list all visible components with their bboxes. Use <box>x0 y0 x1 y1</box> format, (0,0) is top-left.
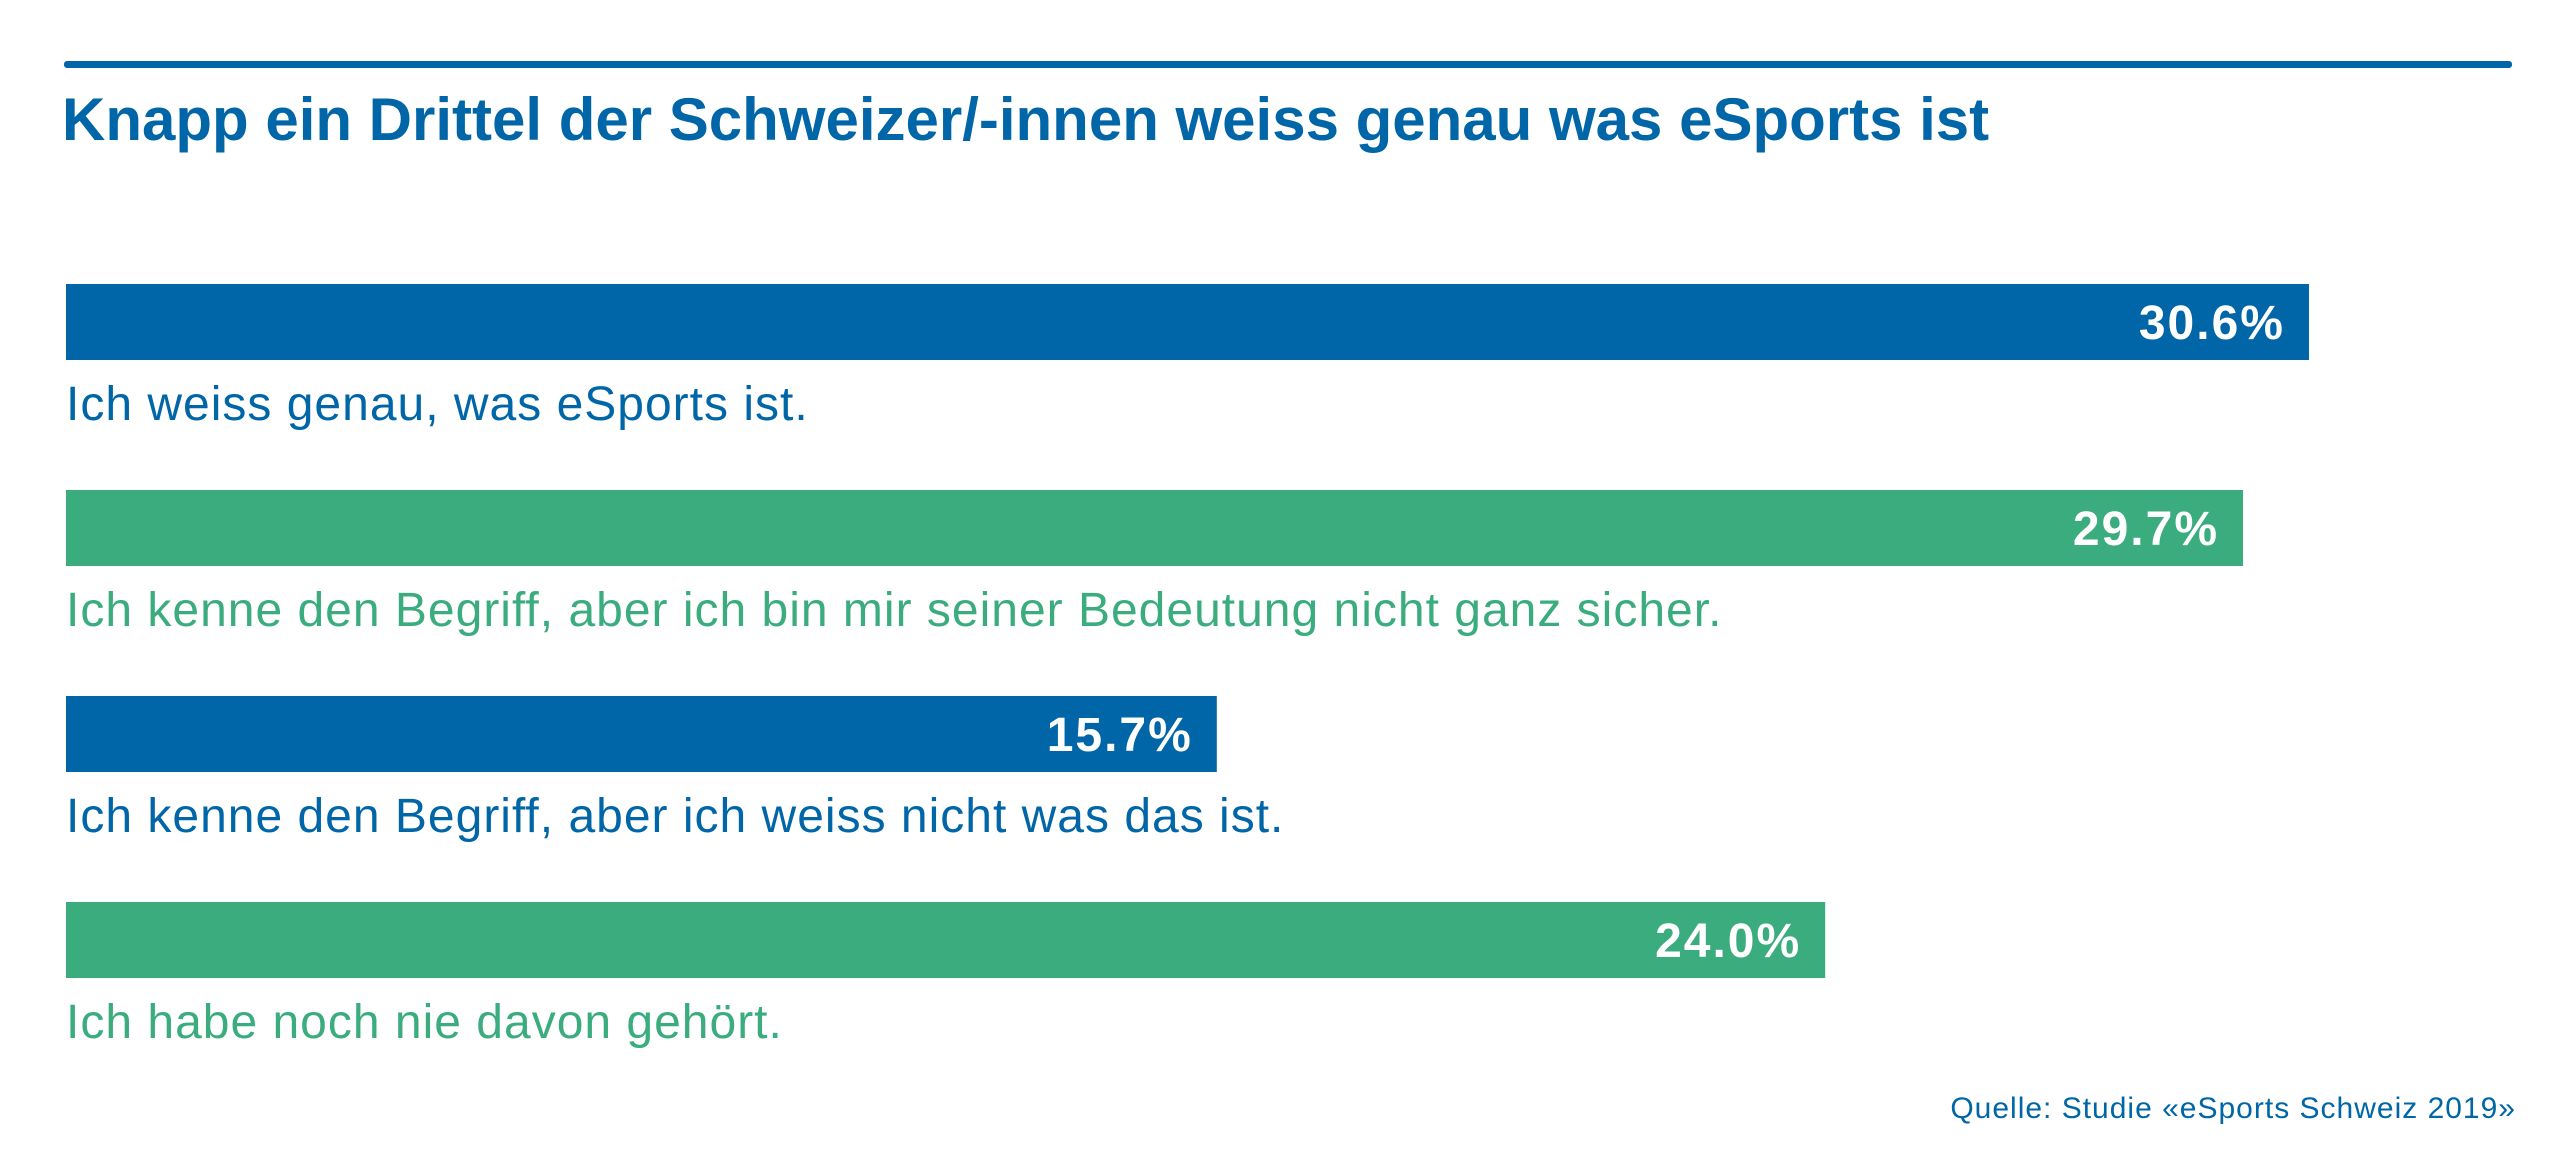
top-rule <box>64 61 2512 68</box>
bar-1 <box>66 284 2309 360</box>
value-label-1: 30.6% <box>2139 297 2285 350</box>
value-label-2: 29.7% <box>2073 503 2219 556</box>
source-note: Quelle: Studie «eSports Schweiz 2019» <box>1950 1092 2516 1125</box>
category-label-3: Ich kenne den Begriff, aber ich weiss ni… <box>66 790 1284 843</box>
category-label-4: Ich habe noch nie davon gehört. <box>66 996 783 1049</box>
bar-2 <box>66 490 2244 566</box>
value-label-3: 15.7% <box>1047 709 1193 762</box>
value-label-4: 24.0% <box>1655 915 1801 968</box>
chart-title: Knapp ein Drittel der Schweizer/-innen w… <box>62 86 1990 153</box>
category-label-2: Ich kenne den Begriff, aber ich bin mir … <box>66 584 1722 637</box>
bar-3 <box>66 696 1217 772</box>
bar-4 <box>66 902 1826 978</box>
category-label-1: Ich weiss genau, was eSports ist. <box>66 378 809 431</box>
